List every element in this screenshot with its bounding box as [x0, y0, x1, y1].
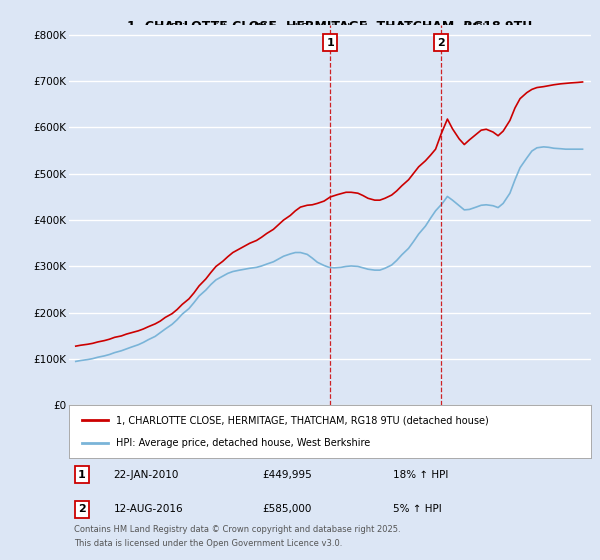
Text: 1, CHARLOTTE CLOSE, HERMITAGE, THATCHAM, RG18 9TU (detached house): 1, CHARLOTTE CLOSE, HERMITAGE, THATCHAM,… — [116, 415, 489, 425]
Text: 2: 2 — [437, 38, 445, 48]
Text: 1, CHARLOTTE CLOSE, HERMITAGE, THATCHAM, RG18 9TU: 1, CHARLOTTE CLOSE, HERMITAGE, THATCHAM,… — [127, 20, 533, 32]
Text: Contains HM Land Registry data © Crown copyright and database right 2025.: Contains HM Land Registry data © Crown c… — [74, 525, 401, 534]
Text: Price paid vs. HM Land Registry's House Price Index (HPI): Price paid vs. HM Land Registry's House … — [170, 24, 490, 34]
Text: 5% ↑ HPI: 5% ↑ HPI — [392, 505, 442, 515]
Text: £449,995: £449,995 — [262, 469, 312, 479]
Text: 1: 1 — [78, 469, 86, 479]
Text: 2: 2 — [78, 505, 86, 515]
Text: 18% ↑ HPI: 18% ↑ HPI — [392, 469, 448, 479]
Text: HPI: Average price, detached house, West Berkshire: HPI: Average price, detached house, West… — [116, 438, 370, 449]
Text: 1: 1 — [326, 38, 334, 48]
Text: £585,000: £585,000 — [262, 505, 311, 515]
Text: This data is licensed under the Open Government Licence v3.0.: This data is licensed under the Open Gov… — [74, 539, 343, 548]
Text: 22-JAN-2010: 22-JAN-2010 — [113, 469, 179, 479]
Text: 12-AUG-2016: 12-AUG-2016 — [113, 505, 183, 515]
